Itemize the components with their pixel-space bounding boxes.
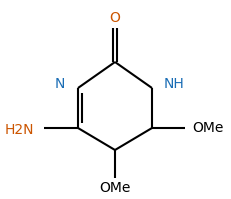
Text: O: O (109, 11, 120, 25)
Text: OMe: OMe (192, 121, 223, 135)
Text: N: N (55, 77, 65, 91)
Text: NH: NH (164, 77, 185, 91)
Text: OMe: OMe (99, 181, 131, 195)
Text: H2N: H2N (4, 123, 34, 137)
